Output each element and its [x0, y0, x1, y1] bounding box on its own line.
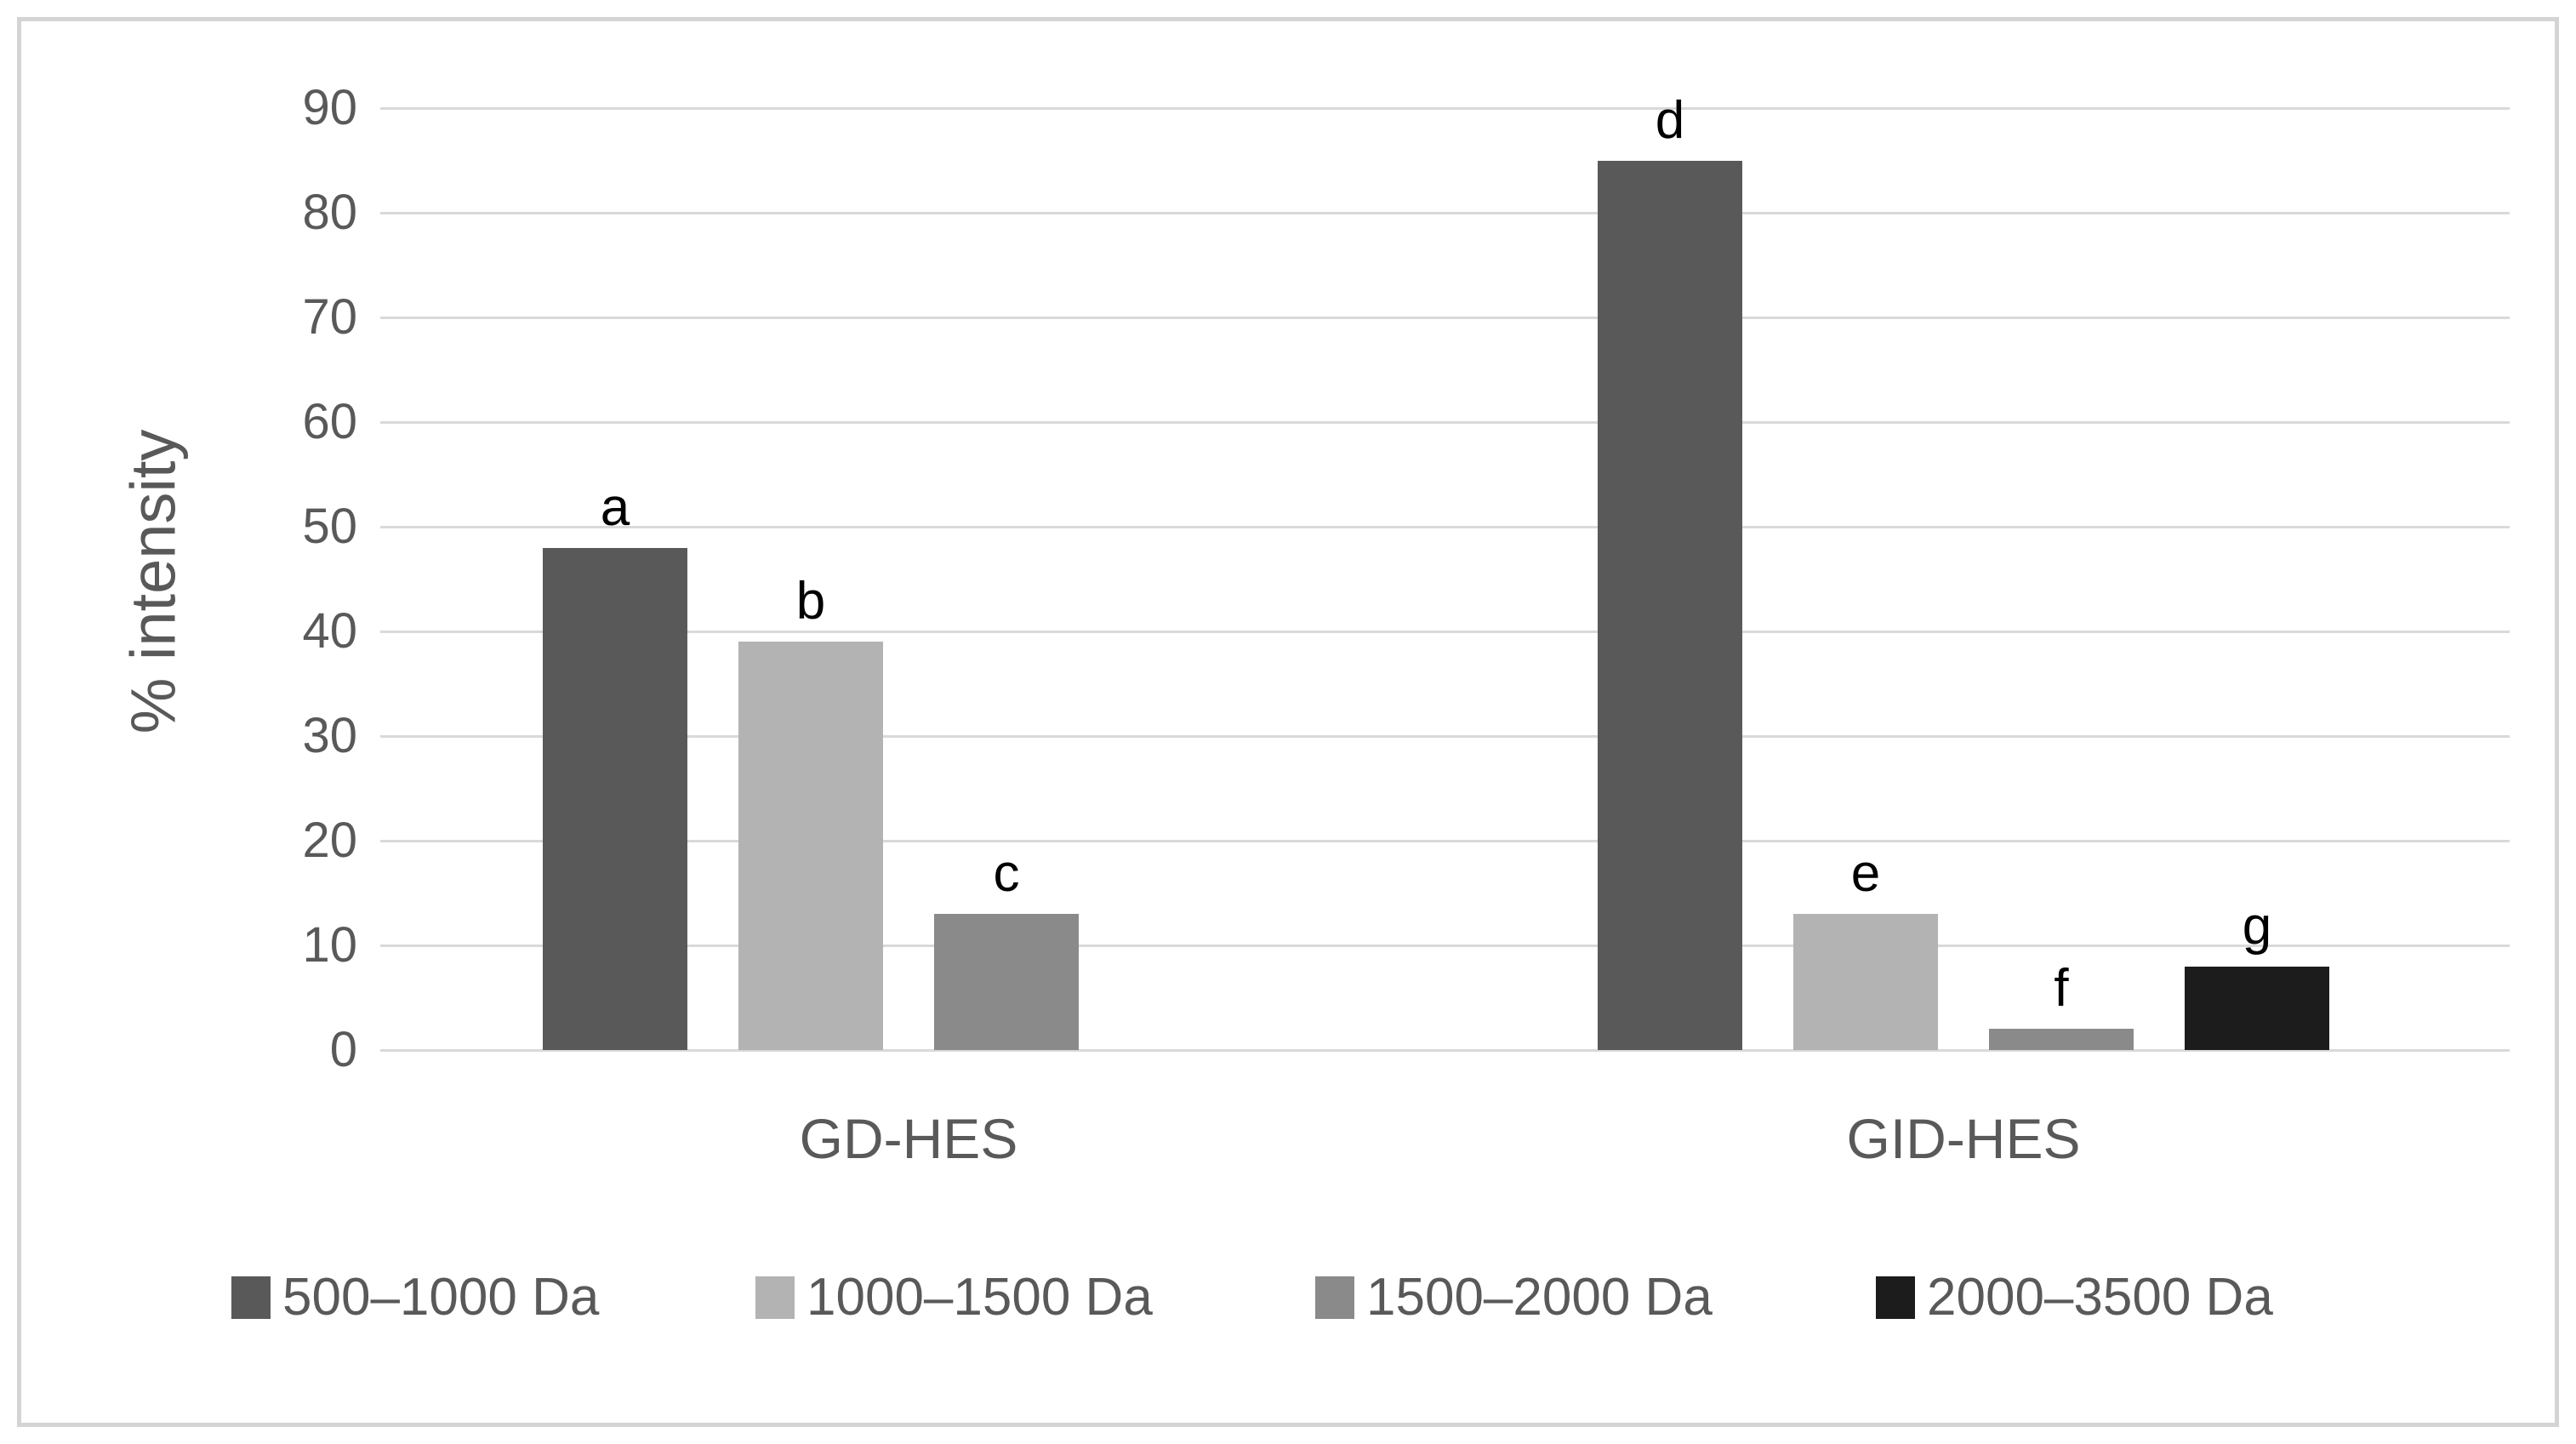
gridline-y-10 [380, 945, 2510, 947]
bar-label-f: f [2054, 959, 2069, 1019]
legend-item-1500–2000Da: 1500–2000 Da [1315, 1270, 1713, 1326]
gridline-y-80 [380, 212, 2510, 214]
legend-item-2000–3500Da: 2000–3500 Da [1876, 1270, 2273, 1326]
bar-label-g: g [2242, 896, 2272, 956]
bar-label-c: c [993, 844, 1020, 904]
legend-label: 500–1000 Da [282, 1268, 600, 1327]
y-tick-label-90: 90 [302, 80, 357, 135]
legend-label: 1000–1500 Da [806, 1268, 1153, 1327]
y-tick-label-20: 20 [302, 813, 357, 868]
y-tick-label-0: 0 [329, 1022, 357, 1077]
bar-label-e: e [1850, 844, 1881, 904]
y-tick-label-70: 70 [302, 289, 357, 345]
y-tick-label-60: 60 [302, 394, 357, 449]
y-tick-label-80: 80 [302, 185, 357, 240]
y-tick-label-10: 10 [302, 917, 357, 973]
legend-marker-swatch-icon [1876, 1276, 1915, 1319]
gridline-y-70 [380, 317, 2510, 319]
bar-GID-HES-500–1000Da [1598, 160, 1742, 1050]
bar-label-a: a [600, 477, 630, 537]
legend-marker-swatch-icon [755, 1276, 795, 1319]
legend-item-1000–1500Da: 1000–1500 Da [755, 1270, 1153, 1326]
bar-label-b: b [795, 572, 826, 631]
x-category-label-GD-HES: GD-HES [799, 1107, 1018, 1170]
y-tick-label-40: 40 [302, 603, 357, 659]
gridline-y-30 [380, 735, 2510, 738]
gridline-y-60 [380, 421, 2510, 424]
gridline-y-0 [380, 1049, 2510, 1052]
bar-GD-HES-1500–2000Da [934, 914, 1079, 1050]
bar-GID-HES-1000–1500Da [1793, 914, 1938, 1050]
bar-GD-HES-500–1000Da [543, 547, 687, 1050]
gridline-y-20 [380, 840, 2510, 842]
chart-legend: 500–1000 Da 1000–1500 Da 1500–2000 Da 2000–… [0, 1270, 2576, 1338]
bar-GID-HES-1500–2000Da [1989, 1029, 2134, 1050]
gridline-y-90 [380, 107, 2510, 110]
x-category-label-GID-HES: GID-HES [1846, 1107, 2081, 1170]
legend-label: 2000–3500 Da [1927, 1268, 2273, 1327]
y-tick-label-30: 30 [302, 708, 357, 763]
legend-marker-swatch-icon [231, 1276, 271, 1319]
bar-label-d: d [1655, 90, 1685, 150]
legend-item-500–1000Da: 500–1000 Da [231, 1270, 599, 1326]
bar-GD-HES-1000–1500Da [738, 642, 883, 1050]
gridline-y-50 [380, 526, 2510, 528]
figure-border [17, 17, 2559, 1427]
gridline-y-40 [380, 631, 2510, 633]
legend-label: 1500–2000 Da [1366, 1268, 1713, 1327]
bar-GID-HES-2000–3500Da [2185, 966, 2329, 1050]
legend-marker-swatch-icon [1315, 1276, 1354, 1319]
y-tick-label-50: 50 [302, 499, 357, 554]
y-axis-title: % intensity [117, 429, 189, 733]
